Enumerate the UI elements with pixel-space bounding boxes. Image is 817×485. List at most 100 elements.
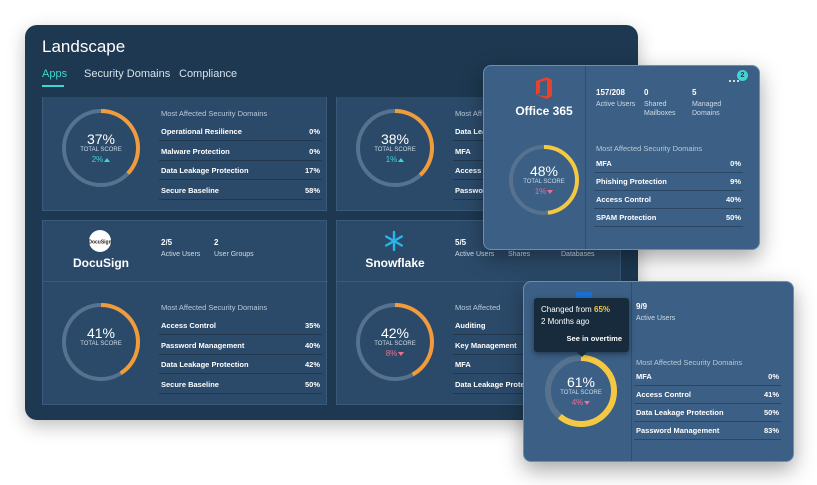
domain-name: Key Management <box>455 340 517 350</box>
score-label: TOTAL SCORE <box>523 179 565 185</box>
ring-arc <box>356 303 434 381</box>
domain-name: Password Management <box>161 340 245 350</box>
domains-title: Most Affected Security Domains <box>161 109 268 118</box>
change-value: 2% <box>91 155 104 164</box>
domain-name: Access C <box>455 166 489 175</box>
snowflake-logo <box>384 230 404 252</box>
row-separator <box>159 353 322 355</box>
change-value: 1% <box>385 155 398 164</box>
trend-down-icon <box>547 189 554 194</box>
score-ring <box>62 109 140 187</box>
menu-dot <box>729 80 731 82</box>
stat-label: Active Users <box>636 315 676 322</box>
domain-name: Password Management <box>636 426 720 435</box>
domain-name: Secure Baseline <box>161 379 219 389</box>
change-value: 4% <box>571 398 584 407</box>
score-ring <box>356 303 434 381</box>
domain-value: 58% <box>304 185 320 195</box>
ring-arc <box>62 109 140 187</box>
domains-title: Most Affected Security Domains <box>161 303 268 312</box>
logo-text: DocuSign <box>88 239 111 245</box>
stat-label: Shared Mailboxes <box>644 101 676 117</box>
menu-dot <box>737 80 739 82</box>
trend-up-icon <box>104 157 111 162</box>
stat-value: 5 <box>692 88 697 97</box>
docusign-logo: DocuSign <box>88 230 112 252</box>
score-label: TOTAL SCORE <box>80 341 122 347</box>
logo-mark <box>536 77 552 99</box>
score-ring <box>509 145 579 215</box>
divider <box>337 281 622 282</box>
row-separator <box>159 373 322 374</box>
domain-value: 83% <box>763 426 779 435</box>
domain-value: 42% <box>304 360 320 369</box>
app-card: 37% TOTAL SCORE 2% Most Affected Security D… <box>42 97 327 211</box>
row-separator <box>159 179 322 180</box>
domain-name: Operational Resilience <box>161 127 242 136</box>
score-value: 61% <box>566 374 596 390</box>
score-value: 41% <box>86 325 116 341</box>
tab-bar: Apps Security Domains Compliance <box>42 68 442 88</box>
trend-down-icon <box>584 400 591 405</box>
domain-name: Phishing Protection <box>596 177 667 186</box>
ring-arc <box>509 145 579 215</box>
column-divider <box>585 66 586 249</box>
score-value: 37% <box>86 131 116 147</box>
score-ring <box>62 303 140 381</box>
row-separator <box>594 208 743 209</box>
change-value: 8% <box>385 349 398 358</box>
domain-name: Access Control <box>161 321 217 330</box>
score-change: 1% <box>504 187 584 196</box>
stat-label: Active Users <box>596 101 636 108</box>
ring-arc <box>62 303 140 381</box>
column-divider <box>631 282 632 461</box>
domain-value: 0% <box>730 159 741 168</box>
change-tooltip: Changed from 65% 2 Months ago See in overti… <box>534 298 629 357</box>
score-label: TOTAL SCORE <box>80 147 122 153</box>
app-name: Office 365 <box>515 104 573 118</box>
tab-underline <box>42 85 64 87</box>
tab[interactable]: Compliance <box>179 68 238 80</box>
logo-mark <box>384 230 404 252</box>
app-name: DocuSign <box>73 256 129 270</box>
stat-value: 157/208 <box>596 88 625 97</box>
domain-value: 40% <box>725 195 741 204</box>
domain-name: Auditing <box>455 321 486 330</box>
domain-value: 35% <box>304 321 320 330</box>
domain-name: Data Leakage Protec <box>455 379 529 389</box>
logo-circle <box>89 230 111 252</box>
domain-value: 40% <box>304 340 320 350</box>
stat-value: 9/9 <box>636 302 648 311</box>
score-label: TOTAL SCORE <box>374 147 416 153</box>
row-separator <box>634 385 781 386</box>
domain-name: MFA <box>636 372 652 381</box>
app-name: Snowflake <box>365 256 425 270</box>
row-separator <box>159 159 322 161</box>
row-separator <box>594 226 743 227</box>
tooltip-link[interactable]: See in overtime <box>566 334 622 343</box>
divider <box>43 281 328 282</box>
tab[interactable]: Security Domains <box>84 68 171 80</box>
office-logo <box>536 77 552 99</box>
tab[interactable]: Apps <box>42 68 68 80</box>
domains-title: Most Aff <box>455 109 482 118</box>
domain-name: Data Lea <box>455 127 487 136</box>
score-change: 4% <box>541 398 621 407</box>
card-grid: 37% TOTAL SCORE 2% Most Affected Security D… <box>25 97 638 420</box>
domain-name: Data Leakage Protection <box>636 408 724 417</box>
stat-value: 2/5 <box>161 238 173 247</box>
domain-name: Passwo <box>455 185 483 195</box>
score-value: 48% <box>529 163 559 179</box>
domain-name: Malware Protection <box>161 146 230 156</box>
domain-name: Data Leakage Protection <box>161 166 249 175</box>
tooltip-highlight: 65% <box>594 305 611 314</box>
domain-value: 0% <box>309 146 320 156</box>
row-separator <box>159 392 322 394</box>
row-separator <box>159 140 322 141</box>
stat-label: Databases <box>561 251 595 258</box>
menu-dot <box>733 80 735 82</box>
tooltip-arrow <box>577 352 587 357</box>
domain-value: 9% <box>730 177 741 186</box>
app-card: DocuSign 2/5 Active Users 2 User Groups 41% TO… <box>42 220 328 405</box>
domain-name: MFA <box>455 360 471 369</box>
